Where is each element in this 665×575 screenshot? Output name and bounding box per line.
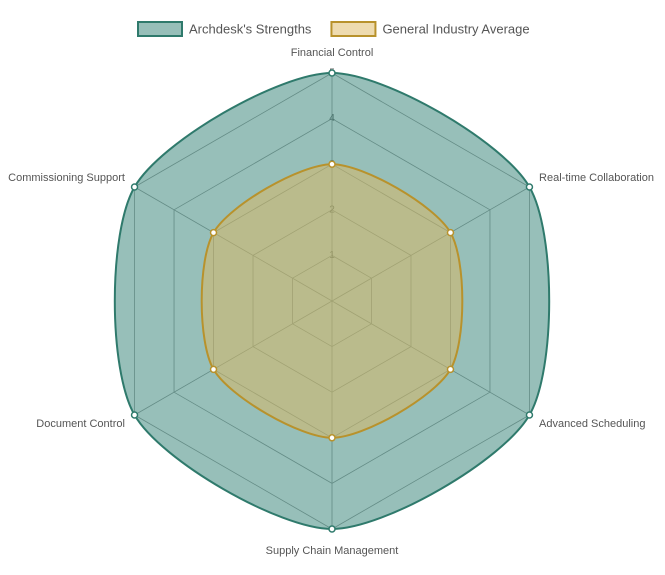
data-point[interactable] [446, 365, 455, 374]
data-point[interactable] [130, 411, 139, 419]
legend-swatch[interactable] [330, 21, 377, 37]
data-point[interactable] [328, 160, 336, 168]
data-point[interactable] [525, 183, 534, 191]
data-point[interactable] [130, 183, 139, 191]
data-point[interactable] [209, 228, 218, 237]
data-point[interactable] [328, 525, 336, 533]
category-label: Advanced Scheduling [539, 418, 645, 430]
data-point[interactable] [209, 365, 218, 374]
legend-swatch[interactable] [137, 21, 183, 37]
data-point[interactable] [328, 434, 336, 442]
series-area [200, 163, 464, 439]
category-label: Supply Chain Management [266, 545, 399, 557]
legend-label[interactable]: Archdesk's Strengths [189, 21, 312, 36]
data-point[interactable] [446, 228, 455, 237]
legend-label[interactable]: General Industry Average [382, 21, 529, 36]
category-label: Real-time Collaboration [539, 172, 654, 184]
legend-item[interactable]: Archdesk's Strengths [137, 21, 312, 37]
category-label: Commissioning Support [8, 172, 125, 184]
category-label: Financial Control [291, 47, 374, 59]
data-point[interactable] [525, 411, 534, 419]
data-point[interactable] [328, 69, 336, 77]
category-label: Document Control [36, 418, 125, 430]
legend-item[interactable]: General Industry Average [330, 21, 530, 37]
